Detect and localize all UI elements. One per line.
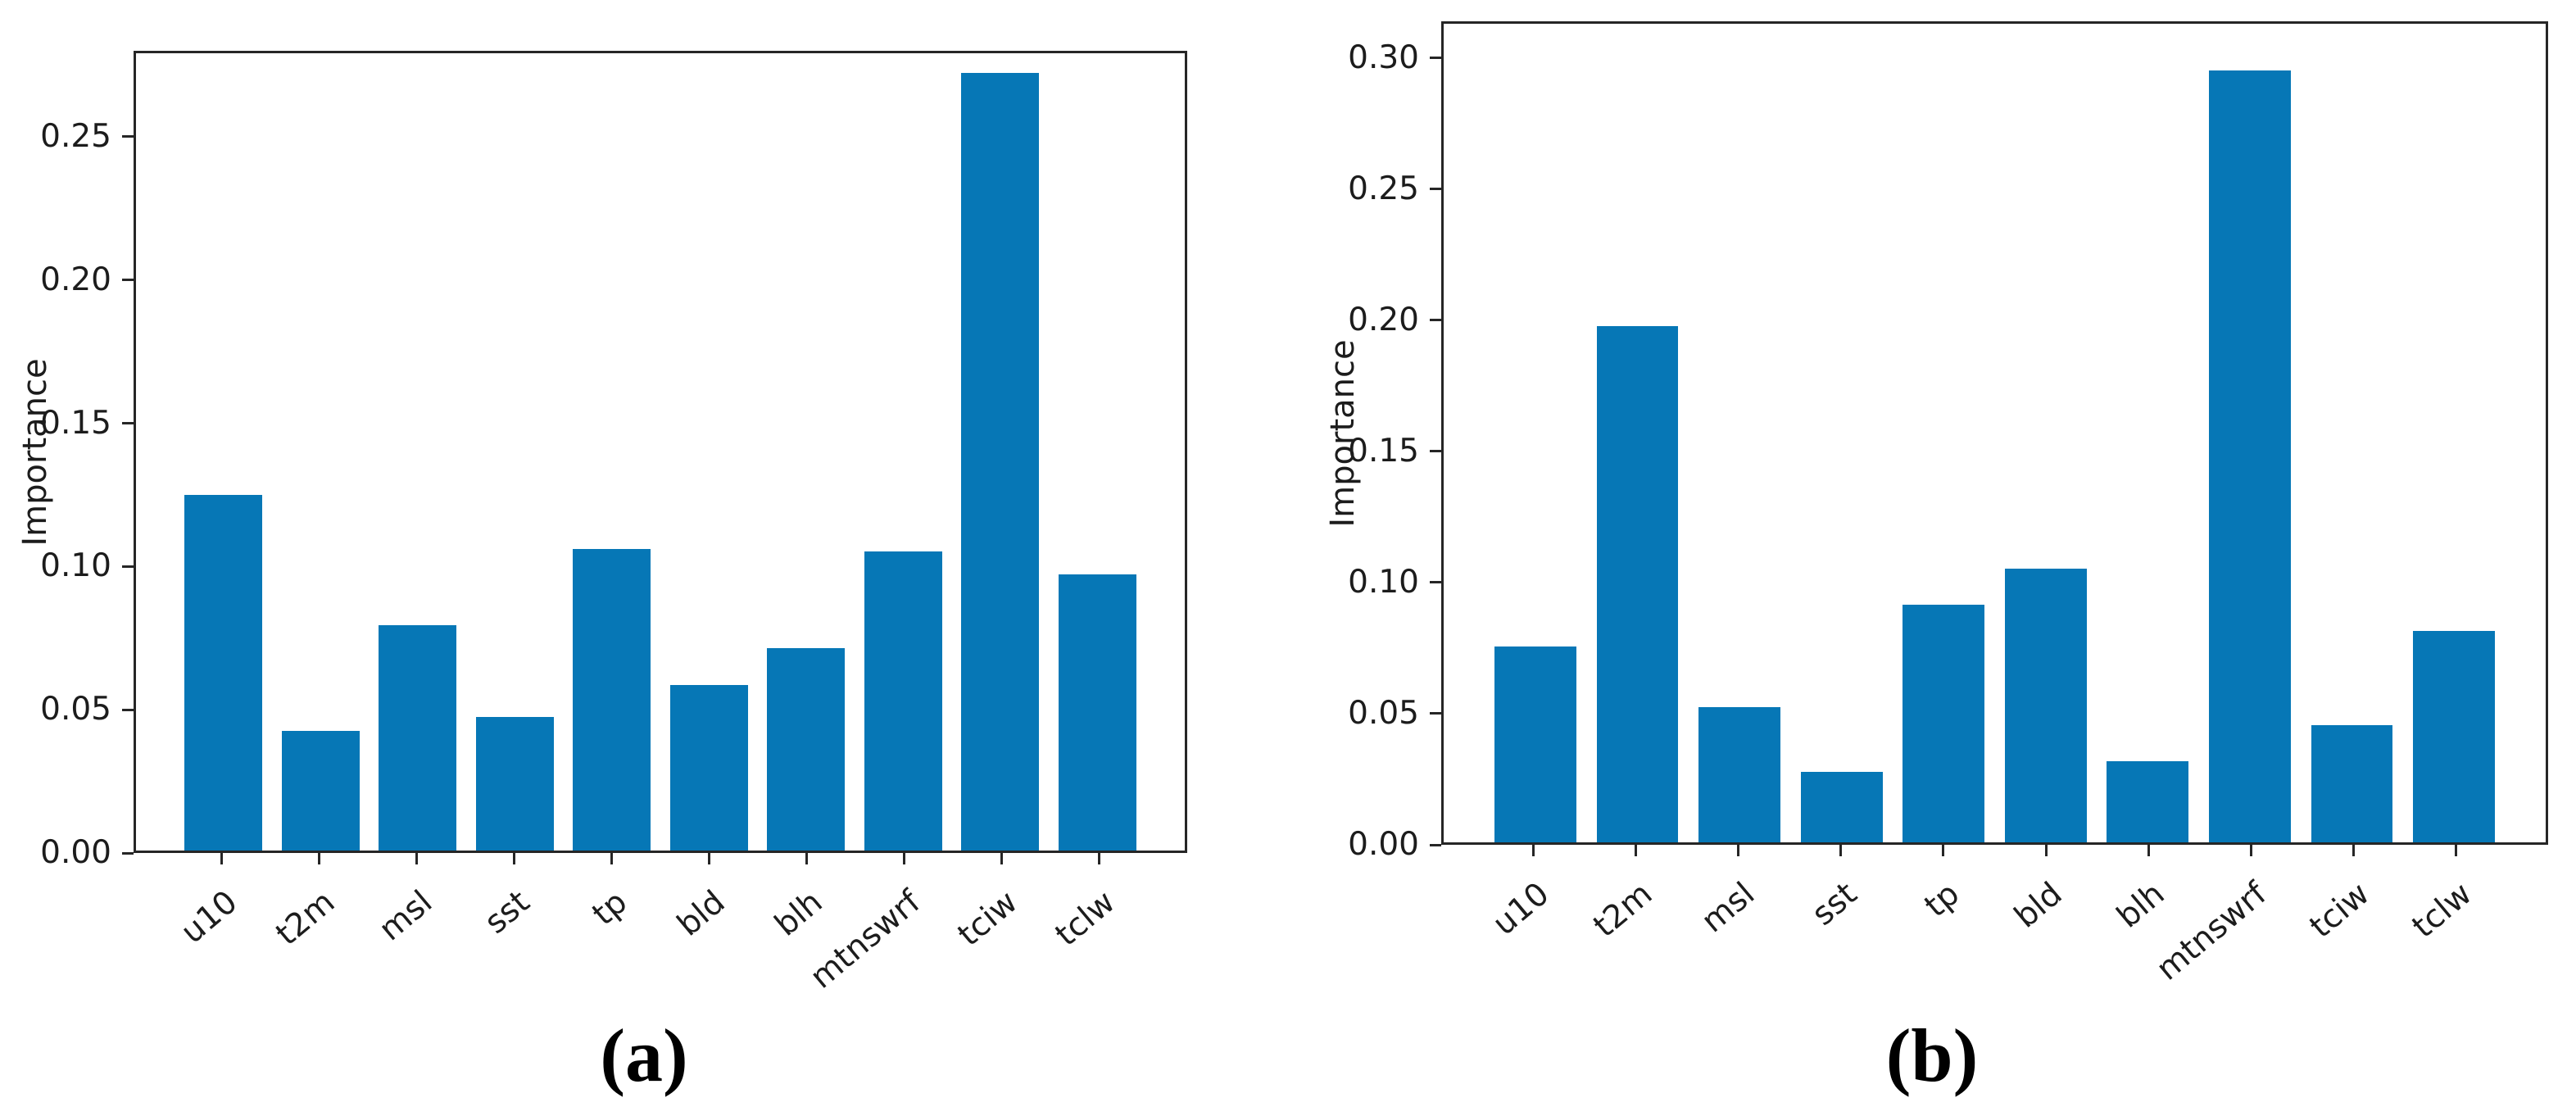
- panel-a-caption-text: (a): [600, 1014, 688, 1097]
- y-tick-label: 0.20: [40, 261, 111, 298]
- y-tick-mark: [122, 135, 134, 138]
- x-tick-mark: [708, 853, 711, 864]
- x-tick-mark: [415, 853, 418, 864]
- y-tick-label: 0.10: [1348, 563, 1419, 601]
- bar-tclw: [2413, 631, 2495, 842]
- x-tick-label-tclw: tclw: [1049, 883, 1122, 954]
- plot-area: 0.00 0.05 0.10 0.15 0.20 0.25 u10 t2m msl sst tp bl…: [40, 51, 1187, 996]
- panel-a-caption: (a): [0, 1014, 1288, 1096]
- x-tick-mark: [317, 853, 320, 864]
- bar-msl: [1698, 706, 1780, 842]
- x-tick-mark: [903, 853, 906, 864]
- y-tick-label: 0.30: [1348, 39, 1419, 76]
- x-tick-mark: [610, 853, 613, 864]
- bar-tp: [1903, 605, 1985, 842]
- y-tick-label: 0.25: [1348, 170, 1419, 207]
- x-tick-label-blh: blh: [768, 883, 830, 944]
- panel-a: 0.00 0.05 0.10 0.15 0.20 0.25 u10 t2m msl sst tp bl…: [0, 51, 1288, 1096]
- x-tick-mark: [1942, 845, 1945, 856]
- x-tick-mark: [1737, 845, 1740, 856]
- x-tick-mark: [220, 853, 223, 864]
- panel-b-caption-text: (b): [1885, 1014, 1979, 1097]
- x-tick-mark: [1098, 853, 1101, 864]
- y-axis-label: Importance: [1324, 338, 1362, 528]
- x-tick-label-u10: u10: [1485, 875, 1557, 943]
- x-tick-mark: [512, 853, 515, 864]
- x-tick-mark: [805, 853, 809, 864]
- y-tick-mark: [122, 279, 134, 282]
- bar-mtnswrf: [2209, 70, 2291, 842]
- bar-mtnswrf: [864, 551, 942, 851]
- x-tick-mark: [1839, 845, 1843, 856]
- y-tick-label: 0.10: [40, 547, 111, 585]
- bar-tclw: [1058, 574, 1136, 851]
- x-tick-mark: [2454, 845, 2457, 856]
- y-tick-mark: [1430, 712, 1441, 715]
- x-tick-label-tp: tp: [585, 883, 635, 933]
- y-tick-label: 0.00: [40, 834, 111, 871]
- x-tick-label-tciw: tciw: [2302, 875, 2377, 946]
- bar-blh: [767, 648, 846, 851]
- bar-bld: [2004, 568, 2087, 842]
- y-tick-mark: [1430, 843, 1441, 846]
- y-tick-label: 0.15: [1348, 432, 1419, 470]
- x-tick-label-t2m: t2m: [1586, 875, 1659, 946]
- bar-u10: [184, 494, 263, 851]
- bar-msl: [379, 625, 457, 851]
- y-tick-label: 0.25: [40, 117, 111, 155]
- bar-blh: [2107, 761, 2189, 842]
- y-axis-label: Importance: [16, 357, 54, 547]
- bar-sst: [1800, 772, 1883, 842]
- x-tick-mark: [1635, 845, 1638, 856]
- x-tick-label-bld: bld: [2007, 875, 2070, 936]
- x-tick-label-blh: blh: [2110, 875, 2172, 936]
- y-tick-mark: [1430, 319, 1441, 322]
- bar-tp: [573, 548, 651, 851]
- x-tick-label-msl: msl: [372, 883, 440, 949]
- x-tick-label-tciw: tciw: [951, 883, 1025, 954]
- y-tick-label: 0.05: [1348, 694, 1419, 732]
- bar-tciw: [2311, 724, 2393, 842]
- x-tick-mark: [1532, 845, 1535, 856]
- y-tick-label: 0.20: [1348, 301, 1419, 338]
- x-tick-label-msl: msl: [1694, 875, 1762, 941]
- bar-bld: [669, 685, 748, 851]
- y-tick-mark: [1430, 581, 1441, 584]
- x-tick-mark: [1000, 853, 1004, 864]
- y-tick-mark: [122, 851, 134, 855]
- x-tick-label-u10: u10: [174, 883, 245, 951]
- bar-chart-b: 0.00 0.05 0.10 0.15 0.20 0.25 0.30 u10 t2m msl sst…: [1288, 0, 2576, 1107]
- y-tick-mark: [122, 422, 134, 425]
- y-tick-label: 0.15: [40, 404, 111, 442]
- y-tick-mark: [122, 565, 134, 568]
- y-tick-mark: [1430, 450, 1441, 453]
- y-tick-mark: [122, 708, 134, 711]
- x-tick-mark: [2249, 845, 2252, 856]
- y-tick-label: 0.00: [1348, 826, 1419, 863]
- x-tick-label-sst: sst: [478, 883, 537, 941]
- bar-sst: [475, 716, 554, 851]
- bar-u10: [1494, 647, 1576, 842]
- x-tick-label-tclw: tclw: [2405, 875, 2479, 946]
- x-tick-label-mtnswrf: mtnswrf: [803, 883, 927, 996]
- x-tick-label-mtnswrf: mtnswrf: [2149, 875, 2274, 988]
- x-tick-label-t2m: t2m: [269, 883, 342, 954]
- panel-b-caption: (b): [1288, 1014, 2576, 1096]
- plot-area: 0.00 0.05 0.10 0.15 0.20 0.25 0.30 u10 t2m msl sst…: [1348, 21, 2548, 988]
- y-tick-label: 0.05: [40, 691, 111, 728]
- panel-b: 0.00 0.05 0.10 0.15 0.20 0.25 0.30 u10 t2m msl sst…: [1288, 0, 2576, 1107]
- x-tick-label-bld: bld: [670, 883, 732, 944]
- x-tick-mark: [2352, 845, 2355, 856]
- bar-chart-a: 0.00 0.05 0.10 0.15 0.20 0.25 u10 t2m msl sst tp bl…: [16, 51, 1187, 996]
- x-tick-mark: [2044, 845, 2048, 856]
- y-tick-mark: [1430, 57, 1441, 60]
- bar-tciw: [961, 73, 1040, 851]
- y-tick-mark: [1430, 188, 1441, 191]
- bar-t2m: [1596, 326, 1679, 842]
- x-tick-label-tp: tp: [1917, 875, 1967, 925]
- x-tick-mark: [2147, 845, 2150, 856]
- bar-t2m: [281, 731, 360, 851]
- x-tick-label-sst: sst: [1805, 875, 1865, 933]
